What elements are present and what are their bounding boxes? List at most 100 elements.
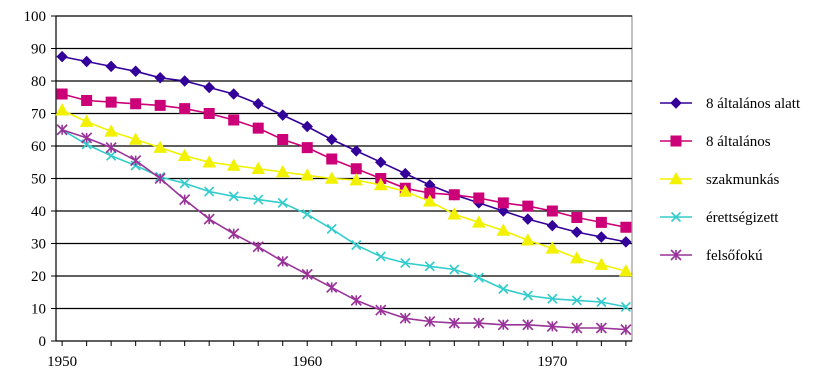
legend-label: szakmunkás — [706, 172, 779, 188]
series-1 — [56, 88, 632, 233]
data-point — [104, 124, 118, 137]
data-point — [399, 312, 411, 324]
data-point — [619, 264, 633, 277]
data-point — [595, 322, 607, 334]
x-tick-label: 1950 — [47, 354, 77, 370]
gridlines — [56, 15, 632, 310]
data-point — [375, 304, 387, 316]
data-point — [326, 153, 338, 165]
data-point — [424, 315, 436, 328]
data-point — [179, 103, 191, 115]
data-point — [154, 99, 166, 111]
data-point — [522, 290, 533, 301]
data-point — [300, 168, 315, 181]
data-point — [324, 171, 339, 184]
data-point — [350, 145, 362, 157]
axes: 0 10 20 30 40 50 60 70 80 90 100 1950 1960 1970 — [24, 9, 632, 370]
data-point — [471, 215, 486, 228]
legend-item: szakmunkás — [660, 171, 779, 188]
legend-label: 8 általános — [706, 134, 771, 150]
data-point — [153, 140, 168, 153]
data-point — [424, 261, 435, 272]
data-point — [301, 268, 313, 280]
data-point — [522, 319, 534, 331]
y-tick-label: 90 — [31, 42, 46, 58]
data-point — [177, 148, 192, 162]
data-point — [497, 319, 509, 331]
data-point — [129, 65, 142, 77]
data-point — [520, 233, 535, 246]
data-point — [620, 221, 632, 233]
data-point — [595, 216, 607, 228]
data-point — [252, 98, 264, 110]
legend-label: érettségizett — [706, 210, 779, 226]
series-2 — [55, 103, 633, 277]
y-tick-label: 80 — [31, 74, 46, 90]
data-point — [228, 191, 239, 202]
data-point — [620, 301, 631, 312]
data-point — [301, 142, 313, 154]
data-point — [326, 281, 338, 293]
data-point — [375, 156, 387, 168]
data-point — [399, 167, 411, 180]
x-tick-label: 1970 — [537, 354, 567, 370]
data-point — [473, 192, 485, 204]
data-point — [277, 197, 288, 208]
data-point — [56, 124, 68, 136]
series-group — [55, 50, 633, 336]
data-point — [81, 95, 93, 106]
data-point — [179, 194, 191, 206]
data-point — [277, 255, 289, 267]
data-point — [522, 213, 534, 225]
data-point — [447, 207, 462, 220]
data-point — [670, 135, 682, 147]
data-point — [570, 251, 584, 264]
data-point — [497, 205, 510, 217]
data-point — [105, 142, 117, 154]
data-point — [620, 236, 632, 248]
y-tick-label: 100 — [24, 9, 47, 25]
data-point — [670, 97, 682, 109]
data-point — [351, 240, 362, 251]
data-point — [326, 223, 337, 234]
data-point — [228, 114, 240, 126]
data-point — [545, 241, 560, 254]
data-point — [522, 200, 534, 212]
data-point — [204, 186, 215, 197]
data-point — [546, 219, 559, 232]
data-point — [203, 213, 215, 225]
data-point — [226, 158, 241, 171]
y-tick-label: 40 — [31, 204, 46, 220]
data-point — [571, 295, 582, 306]
data-point — [473, 272, 484, 283]
data-point — [498, 283, 509, 295]
data-point — [130, 155, 142, 167]
y-tick-label: 70 — [31, 107, 46, 123]
data-point — [349, 173, 364, 186]
data-point — [350, 294, 362, 306]
data-point — [571, 212, 583, 223]
data-point — [670, 249, 682, 261]
legend-label: 8 általános alatt — [706, 96, 801, 112]
data-point — [252, 122, 264, 134]
data-point — [448, 317, 460, 329]
data-point — [56, 88, 68, 100]
data-point — [546, 205, 558, 217]
data-point — [275, 164, 290, 178]
series-4 — [56, 124, 632, 336]
data-point — [373, 177, 388, 191]
data-point — [154, 172, 166, 185]
data-point — [497, 197, 509, 209]
data-point — [56, 50, 68, 63]
data-point — [55, 103, 69, 116]
legend: 8 általános alatt 8 általános szakmunkás ér… — [660, 96, 801, 264]
data-point — [595, 231, 608, 243]
data-point — [252, 241, 264, 253]
data-point — [79, 114, 94, 127]
data-point — [228, 228, 240, 240]
data-point — [496, 223, 511, 236]
data-point — [179, 178, 190, 189]
data-point — [547, 293, 558, 304]
data-point — [448, 189, 460, 201]
